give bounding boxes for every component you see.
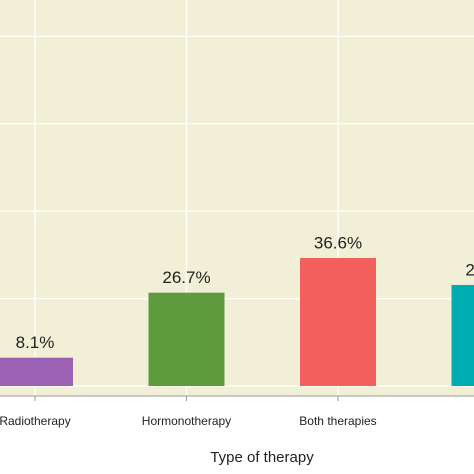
bar bbox=[451, 284, 474, 386]
x-tick-label: Both therapies bbox=[299, 414, 376, 428]
panel bbox=[0, 0, 474, 396]
bar bbox=[148, 292, 225, 386]
value-label: 8.1% bbox=[16, 333, 55, 352]
x-axis-label: Type of therapy bbox=[210, 449, 314, 466]
bar bbox=[0, 357, 73, 386]
value-label: 36.6% bbox=[314, 234, 362, 253]
value-label: 28.9% bbox=[465, 260, 474, 279]
bar bbox=[300, 258, 376, 386]
x-tick-label: Hormonotherapy bbox=[142, 414, 231, 428]
value-label: 26.7% bbox=[162, 268, 210, 287]
x-tick-label: Radiotherapy bbox=[0, 414, 71, 428]
